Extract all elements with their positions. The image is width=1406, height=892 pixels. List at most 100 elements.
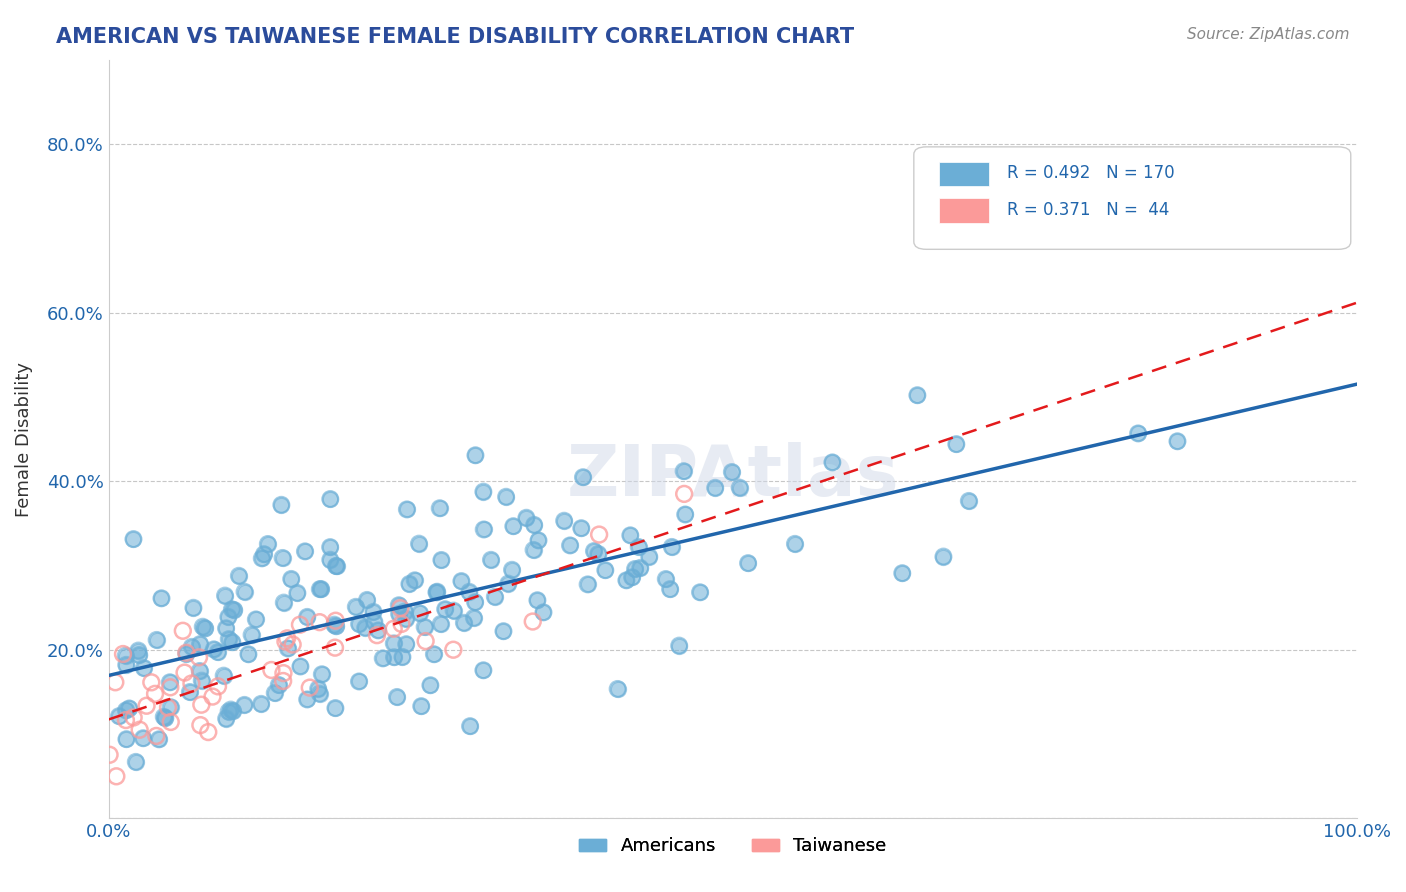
Point bbox=[472, 484, 495, 499]
Point bbox=[280, 572, 302, 586]
Point bbox=[569, 521, 592, 535]
Point bbox=[135, 698, 157, 713]
Point bbox=[98, 747, 121, 762]
Point bbox=[905, 388, 928, 402]
Point bbox=[704, 481, 727, 495]
Point bbox=[385, 690, 408, 704]
Point bbox=[522, 542, 544, 557]
Point bbox=[325, 701, 347, 715]
Point bbox=[526, 593, 548, 607]
Point bbox=[595, 563, 617, 577]
Point bbox=[295, 610, 318, 624]
Point bbox=[945, 437, 967, 451]
Point bbox=[174, 647, 197, 661]
Point bbox=[277, 641, 299, 656]
Point bbox=[207, 645, 229, 659]
Point bbox=[108, 709, 131, 723]
Point bbox=[430, 553, 453, 567]
Point bbox=[288, 617, 311, 632]
Point bbox=[371, 651, 394, 665]
Point bbox=[309, 582, 332, 596]
Point bbox=[308, 582, 330, 596]
Point bbox=[673, 508, 696, 522]
Point bbox=[496, 576, 519, 591]
Point bbox=[668, 639, 690, 653]
Point bbox=[276, 632, 298, 646]
Point bbox=[295, 692, 318, 706]
Text: R = 0.371   N =  44: R = 0.371 N = 44 bbox=[1008, 201, 1170, 219]
Point bbox=[356, 593, 378, 607]
Point bbox=[395, 637, 418, 651]
Point bbox=[214, 589, 236, 603]
Point bbox=[287, 586, 309, 600]
Point bbox=[115, 703, 138, 717]
Point bbox=[325, 559, 347, 574]
Point bbox=[411, 699, 433, 714]
Point bbox=[156, 700, 179, 714]
Point bbox=[606, 681, 628, 696]
Point bbox=[672, 464, 695, 478]
Point bbox=[356, 593, 378, 607]
Point bbox=[271, 550, 294, 565]
Point bbox=[228, 568, 250, 582]
Point bbox=[501, 563, 523, 577]
Point bbox=[155, 711, 177, 725]
Point bbox=[202, 642, 225, 657]
Point bbox=[122, 532, 145, 546]
Point bbox=[363, 615, 385, 629]
Point bbox=[180, 676, 202, 690]
Point bbox=[347, 674, 370, 689]
Point bbox=[527, 533, 550, 548]
Point bbox=[128, 723, 150, 737]
Point bbox=[122, 710, 145, 724]
Point bbox=[250, 697, 273, 711]
Point bbox=[148, 732, 170, 747]
Point bbox=[128, 648, 150, 662]
Point bbox=[453, 615, 475, 630]
Point bbox=[627, 540, 650, 554]
Point bbox=[502, 519, 524, 533]
Point bbox=[404, 574, 426, 588]
Point bbox=[347, 616, 370, 631]
Point bbox=[148, 732, 170, 747]
Point bbox=[492, 624, 515, 639]
Point bbox=[308, 687, 330, 701]
Point bbox=[280, 572, 302, 586]
Point bbox=[388, 607, 411, 621]
Point bbox=[673, 508, 696, 522]
Point bbox=[905, 388, 928, 402]
Point bbox=[458, 719, 481, 733]
Point bbox=[382, 636, 405, 650]
Point bbox=[295, 692, 318, 706]
Point bbox=[150, 591, 173, 606]
Point bbox=[443, 603, 465, 617]
Point bbox=[180, 640, 202, 654]
Point bbox=[425, 585, 447, 599]
Point bbox=[319, 491, 342, 506]
Point bbox=[221, 635, 243, 649]
Point bbox=[191, 620, 214, 634]
Point bbox=[256, 537, 278, 551]
Point bbox=[464, 448, 486, 462]
Point bbox=[408, 536, 430, 550]
Point bbox=[188, 664, 211, 678]
Point bbox=[1126, 426, 1149, 441]
Point bbox=[426, 584, 449, 599]
Point bbox=[253, 547, 276, 561]
Point bbox=[783, 537, 806, 551]
Point bbox=[932, 549, 955, 564]
Point bbox=[621, 570, 644, 584]
Point bbox=[404, 574, 426, 588]
Point bbox=[628, 561, 651, 575]
Point bbox=[614, 574, 637, 588]
Point bbox=[323, 617, 346, 632]
Point bbox=[179, 685, 201, 699]
Point bbox=[413, 620, 436, 634]
Point bbox=[277, 641, 299, 656]
Point bbox=[586, 547, 609, 561]
Point bbox=[576, 577, 599, 591]
Point bbox=[419, 678, 441, 692]
Point bbox=[558, 538, 581, 552]
Point bbox=[721, 465, 744, 479]
Point bbox=[222, 704, 245, 718]
